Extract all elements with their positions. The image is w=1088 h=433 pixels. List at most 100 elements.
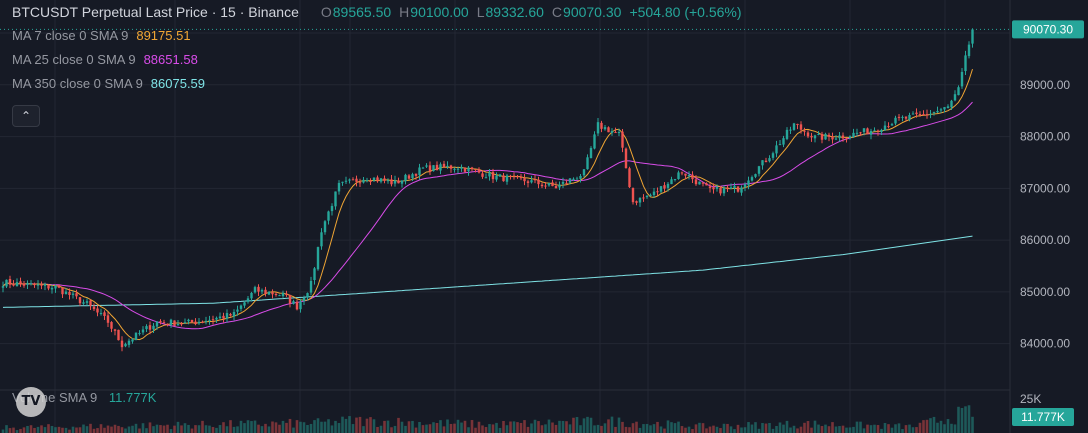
volume-bar (183, 423, 187, 433)
candle-body (71, 293, 75, 295)
volume-bar (659, 426, 663, 433)
indicator-label: MA 25 close 0 SMA 9 (12, 52, 136, 67)
candle-body (904, 116, 908, 119)
candle-body (834, 138, 838, 140)
candle-body (257, 286, 260, 292)
volume-bar (316, 418, 320, 433)
volume-bar (911, 427, 915, 433)
candle-body (743, 184, 747, 188)
volume-bar (488, 424, 491, 433)
volume-bar (418, 421, 421, 433)
volume-bar (887, 424, 890, 433)
candle-body (775, 145, 778, 154)
candle-body (806, 132, 810, 137)
candle-body (12, 283, 15, 286)
candle-body (547, 182, 551, 186)
candle-body (509, 176, 512, 178)
candle-body (848, 136, 852, 138)
volume-bar (211, 427, 215, 433)
candle-body (631, 188, 635, 203)
candle-body (883, 125, 887, 131)
collapse-legend-button[interactable]: ⌃ (12, 105, 40, 127)
volume-bar (890, 427, 894, 433)
symbol-title[interactable]: BTCUSDT Perpetual Last Price · 15 · Bina… (12, 4, 299, 20)
candle-body (446, 165, 449, 167)
candle-body (467, 167, 470, 172)
volume-bar (645, 423, 649, 433)
candle-body (600, 122, 603, 129)
candle-body (785, 129, 789, 139)
candle-body (285, 293, 288, 296)
volume-bar (810, 427, 813, 433)
volume-bar (246, 420, 250, 433)
candle-body (166, 323, 169, 325)
candle-body (425, 165, 428, 167)
low-value: 89332.60 (485, 4, 544, 20)
volume-bar (166, 424, 169, 433)
candle-body (145, 326, 148, 330)
candle-body (407, 175, 411, 179)
volume-bar (649, 425, 652, 433)
candle-body (110, 322, 113, 329)
volume-bar (838, 426, 841, 433)
candle-body (323, 221, 327, 233)
price-axis[interactable]: 90000.0089000.0088000.0087000.0086000.00… (1020, 26, 1070, 351)
candle-body (309, 280, 313, 293)
volume-bar (530, 423, 533, 433)
close-value: 90070.30 (563, 4, 622, 20)
candle-body (820, 133, 824, 140)
volume-bar (820, 426, 824, 433)
volume-bar (155, 424, 159, 433)
candle-body (299, 301, 302, 310)
volume-bar (54, 427, 57, 433)
indicator-ma25[interactable]: MA 25 close 0 SMA 9 88651.58 (12, 48, 742, 72)
candle-body (932, 112, 936, 114)
price-tick-label: 85000.00 (1020, 285, 1070, 299)
volume-value: 11.777K (108, 390, 157, 405)
candle-body (124, 343, 127, 347)
volume-bar (236, 426, 239, 433)
candle-body (778, 144, 782, 146)
volume-bar (103, 427, 106, 433)
candle-body (876, 130, 880, 132)
candle-body (134, 332, 138, 341)
volume-bar (743, 427, 747, 433)
candle-body (372, 177, 376, 181)
candle-body (915, 112, 918, 115)
candle-body (502, 175, 505, 182)
candle-body (470, 167, 474, 170)
volume-bar (925, 419, 929, 433)
candle-body (236, 309, 239, 312)
volume-bar (208, 425, 211, 433)
volume-bar (547, 419, 551, 433)
volume-bar (257, 424, 260, 433)
volume-bar (953, 424, 957, 433)
volume-bar (215, 427, 218, 433)
volume-bar (596, 424, 600, 433)
volume-bar (477, 421, 481, 433)
candle-body (512, 175, 516, 177)
candle-body (656, 191, 659, 193)
volume-bar (379, 425, 383, 433)
candle-body (180, 323, 183, 325)
candle-body (817, 133, 820, 135)
price-tick-label: 88000.00 (1020, 130, 1070, 144)
tradingview-logo[interactable]: TV (16, 387, 46, 417)
indicator-value: 86075.59 (150, 76, 206, 91)
volume-bar (306, 425, 309, 433)
volume-bar (904, 425, 908, 433)
candle-body (610, 131, 614, 133)
volume-bar (295, 420, 299, 433)
candle-body (939, 109, 943, 111)
volume-bar (201, 420, 204, 433)
volume-bar (498, 427, 502, 433)
indicator-ma350[interactable]: MA 350 close 0 SMA 9 86075.59 (12, 72, 742, 96)
volume-bar (124, 428, 127, 433)
candle-body (148, 325, 152, 330)
candle-body (544, 185, 547, 187)
indicator-ma7[interactable]: MA 7 close 0 SMA 9 89175.51 (12, 24, 742, 48)
candle-body (341, 181, 344, 183)
candle-body (383, 178, 386, 181)
